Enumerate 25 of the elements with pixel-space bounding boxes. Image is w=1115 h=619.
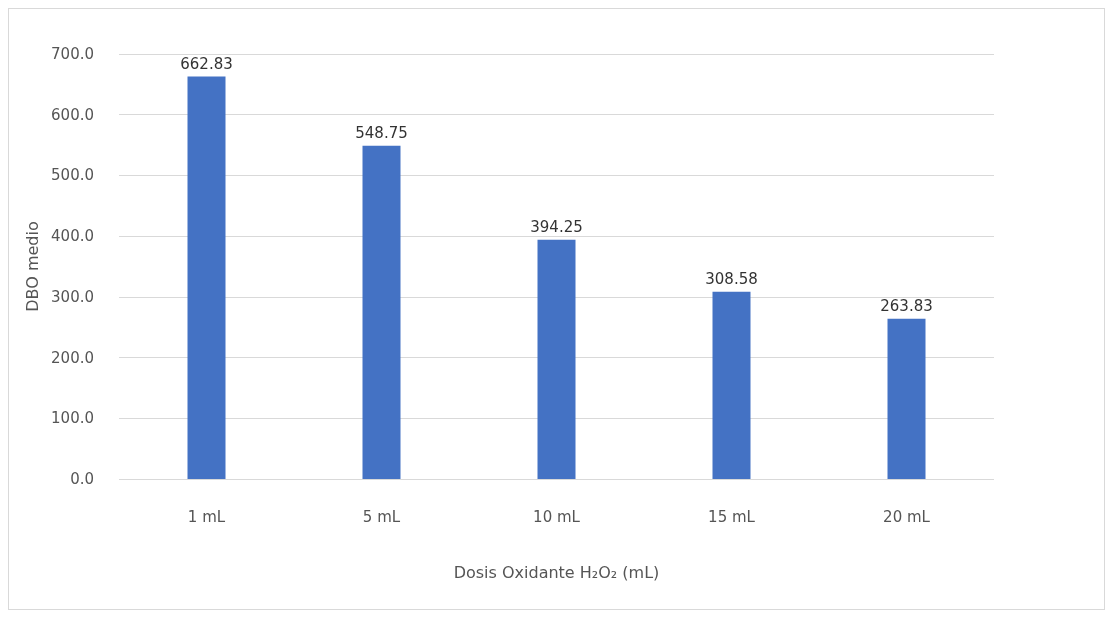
y-tick-label: 100.0	[51, 409, 94, 428]
x-tick-label: 20 mL	[883, 507, 931, 526]
bar	[712, 291, 751, 479]
y-axis-title: DBO medio	[22, 221, 42, 312]
x-tick-label: 15 mL	[708, 507, 756, 526]
data-label: 394.25	[530, 218, 583, 237]
data-label: 308.58	[705, 270, 758, 289]
y-tick-label: 700.0	[51, 45, 94, 63]
bar	[362, 145, 401, 479]
data-label: 548.75	[355, 124, 408, 143]
y-tick-label: 500.0	[51, 166, 94, 185]
y-tick-label: 300.0	[51, 287, 94, 306]
y-tick-label: 200.0	[51, 348, 94, 367]
x-tick-label: 10 mL	[533, 507, 581, 526]
x-axis-title: Dosis Oxidante H₂O₂ (mL)	[453, 562, 660, 582]
bar	[187, 76, 226, 479]
data-label: 263.83	[880, 297, 933, 316]
x-tick-label: 1 mL	[187, 507, 226, 526]
data-label: 662.83	[180, 55, 233, 74]
y-tick-label: 0.0	[70, 470, 94, 488]
bar	[887, 318, 926, 479]
y-tick-label: 400.0	[51, 227, 94, 246]
x-tick-label: 5 mL	[362, 507, 401, 526]
bar	[537, 239, 576, 479]
y-tick-label: 600.0	[51, 105, 94, 124]
